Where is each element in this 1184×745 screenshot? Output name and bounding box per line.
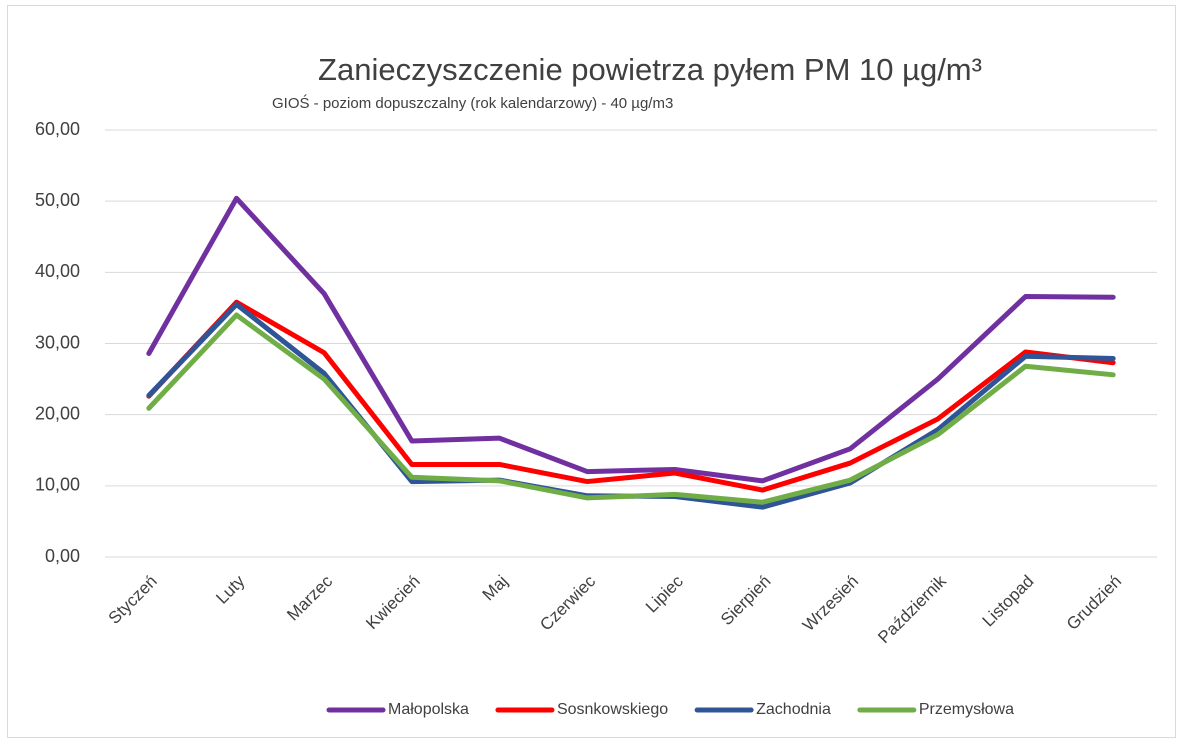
chart-title: Zanieczyszczenie powietrza pyłem PM 10 µ… <box>318 52 982 87</box>
legend-label: Sosnkowskiego <box>557 701 668 718</box>
y-tick-label: 60,00 <box>35 119 80 139</box>
legend-label: Zachodnia <box>756 701 831 718</box>
series-line <box>146 195 1116 484</box>
chart-subtitle: GIOŚ - poziom dopuszczalny (rok kalendar… <box>272 94 673 112</box>
y-tick-label: 30,00 <box>35 332 80 352</box>
series-line <box>146 312 1116 505</box>
legend-label: Przemysłowa <box>919 701 1014 718</box>
chart-border <box>7 5 1176 738</box>
y-tick-label: 10,00 <box>35 475 80 495</box>
legend-label: Małopolska <box>388 701 469 718</box>
y-tick-label: 50,00 <box>35 190 80 210</box>
y-tick-label: 0,00 <box>45 546 80 566</box>
y-tick-label: 20,00 <box>35 403 80 423</box>
y-tick-label: 40,00 <box>35 261 80 281</box>
series-line <box>146 299 1116 493</box>
